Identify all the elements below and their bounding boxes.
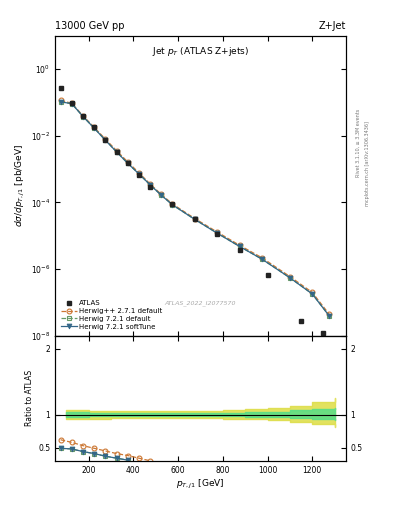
ATLAS [114,149,119,155]
Herwig++ 2.7.1 default [70,100,74,106]
ATLAS [81,113,85,119]
Text: Rivet 3.1.10, ≥ 3.3M events: Rivet 3.1.10, ≥ 3.3M events [356,109,361,178]
Herwig 7.2.1 default [103,137,108,143]
Herwig 7.2.1 default [170,202,175,208]
ATLAS [265,272,270,279]
Herwig++ 2.7.1 default [114,147,119,154]
Herwig++ 2.7.1 default [170,201,175,207]
Herwig 7.2.1 default [310,291,315,297]
Herwig++ 2.7.1 default [193,216,197,222]
Line: Herwig++ 2.7.1 default: Herwig++ 2.7.1 default [58,98,331,316]
Herwig 7.2.1 default [215,230,220,236]
Herwig 7.2.1 softTune [193,217,197,223]
Line: ATLAS: ATLAS [58,85,326,335]
Herwig 7.2.1 default [237,243,242,249]
Line: Herwig 7.2.1 default: Herwig 7.2.1 default [58,99,331,318]
Herwig 7.2.1 softTune [136,171,141,177]
Herwig++ 2.7.1 default [159,191,163,198]
ATLAS [321,330,326,336]
Herwig++ 2.7.1 default [136,169,141,176]
Text: Z+Jet: Z+Jet [318,22,346,31]
ATLAS [148,183,152,189]
Herwig 7.2.1 default [136,171,141,177]
ATLAS [70,99,74,105]
Herwig++ 2.7.1 default [215,229,220,235]
Text: 13000 GeV pp: 13000 GeV pp [55,22,125,31]
ATLAS [103,137,108,143]
Legend: ATLAS, Herwig++ 2.7.1 default, Herwig 7.2.1 default, Herwig 7.2.1 softTune: ATLAS, Herwig++ 2.7.1 default, Herwig 7.… [59,297,165,332]
Herwig 7.2.1 default [114,149,119,155]
ATLAS [193,216,197,222]
ATLAS [215,231,220,238]
Herwig++ 2.7.1 default [92,124,97,131]
Herwig 7.2.1 default [159,192,163,198]
Herwig 7.2.1 softTune [170,202,175,208]
Herwig 7.2.1 default [193,217,197,223]
Herwig++ 2.7.1 default [81,113,85,119]
Herwig 7.2.1 softTune [58,99,63,105]
Herwig++ 2.7.1 default [148,181,152,187]
ATLAS [237,247,242,253]
Herwig++ 2.7.1 default [288,273,292,280]
Herwig 7.2.1 softTune [260,256,264,262]
Herwig 7.2.1 softTune [114,149,119,155]
Herwig 7.2.1 default [260,256,264,262]
Herwig 7.2.1 softTune [81,114,85,120]
Text: mcplots.cern.ch [arXiv:1306.3436]: mcplots.cern.ch [arXiv:1306.3436] [365,121,371,206]
X-axis label: $p_{T,j1}$ [GeV]: $p_{T,j1}$ [GeV] [176,477,225,490]
Herwig 7.2.1 default [288,275,292,281]
Herwig++ 2.7.1 default [260,254,264,261]
Herwig 7.2.1 softTune [148,182,152,188]
ATLAS [125,160,130,166]
Herwig 7.2.1 default [58,99,63,105]
Herwig 7.2.1 softTune [310,291,315,297]
ATLAS [170,201,175,207]
Herwig 7.2.1 default [327,313,331,319]
Herwig 7.2.1 default [148,182,152,188]
ATLAS [92,124,97,131]
Herwig 7.2.1 default [70,101,74,107]
ATLAS [299,318,303,324]
Text: ATLAS_2022_I2077570: ATLAS_2022_I2077570 [165,300,236,306]
Text: Jet $p_T$ (ATLAS Z+jets): Jet $p_T$ (ATLAS Z+jets) [152,45,249,58]
Herwig++ 2.7.1 default [103,136,108,142]
Herwig++ 2.7.1 default [237,242,242,248]
Y-axis label: $d\sigma/dp_{T,j1}$ [pb/GeV]: $d\sigma/dp_{T,j1}$ [pb/GeV] [13,144,27,227]
Herwig 7.2.1 default [92,125,97,131]
Herwig 7.2.1 default [125,160,130,166]
Herwig++ 2.7.1 default [125,159,130,165]
Herwig 7.2.1 softTune [103,137,108,143]
ATLAS [58,84,63,91]
Herwig++ 2.7.1 default [327,311,331,317]
Herwig++ 2.7.1 default [58,97,63,103]
Herwig 7.2.1 softTune [288,275,292,281]
Herwig 7.2.1 softTune [159,192,163,198]
Herwig 7.2.1 softTune [215,230,220,236]
Herwig 7.2.1 softTune [237,243,242,249]
Herwig 7.2.1 softTune [92,125,97,131]
Herwig 7.2.1 softTune [125,160,130,166]
Herwig 7.2.1 softTune [327,313,331,319]
Herwig 7.2.1 softTune [70,101,74,107]
ATLAS [136,172,141,178]
Herwig 7.2.1 default [81,114,85,120]
Line: Herwig 7.2.1 softTune: Herwig 7.2.1 softTune [58,99,331,318]
Y-axis label: Ratio to ATLAS: Ratio to ATLAS [25,370,34,426]
Herwig++ 2.7.1 default [310,289,315,295]
